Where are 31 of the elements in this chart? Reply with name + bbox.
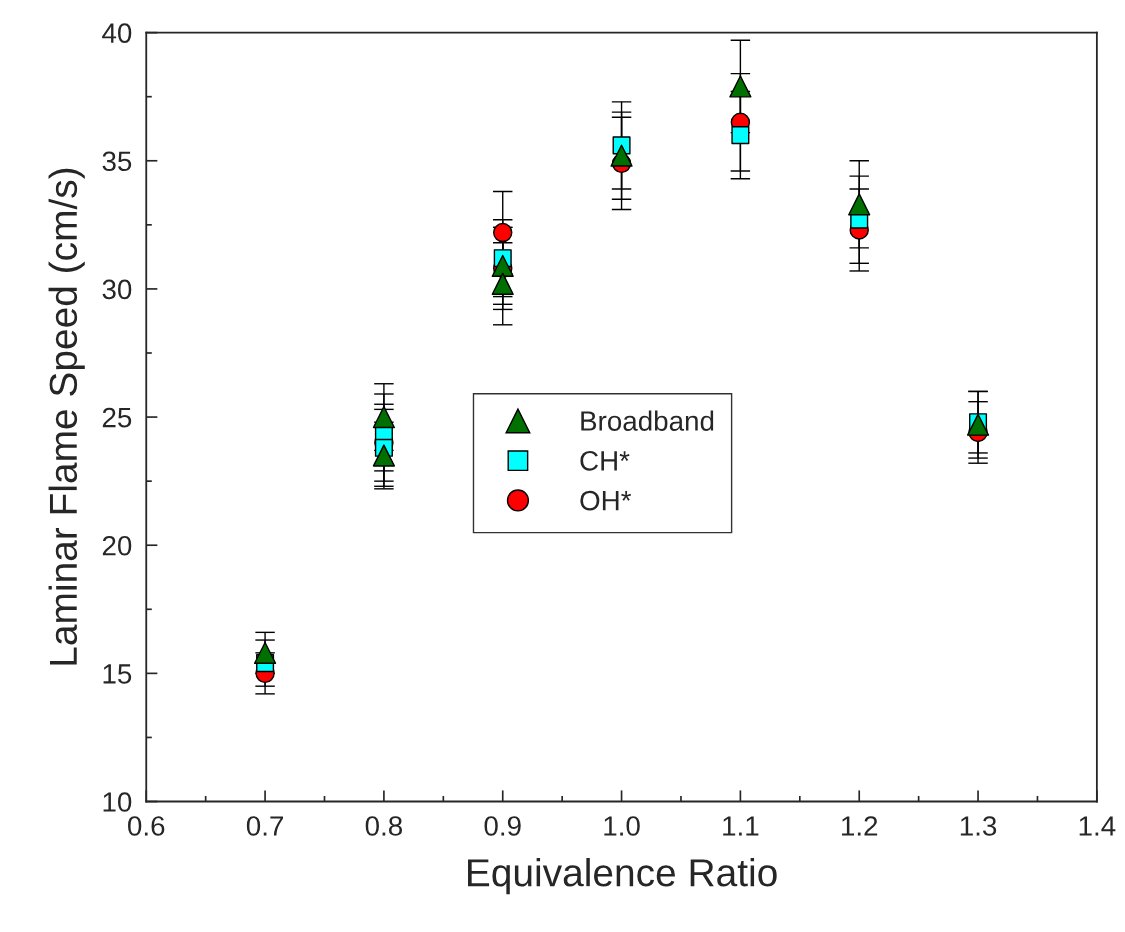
point — [491, 254, 514, 277]
y-tick-label: 40 — [102, 23, 132, 43]
point — [372, 444, 396, 467]
point — [729, 75, 752, 98]
legend-label: Broadband — [581, 410, 714, 431]
y-tick-label: 25 — [102, 407, 132, 428]
point — [493, 222, 513, 243]
y-tick-label: 35 — [102, 151, 132, 172]
point — [610, 144, 633, 167]
legend-label: OH* — [580, 490, 632, 511]
point — [491, 272, 514, 295]
x-tick-label: 0.8 — [365, 816, 403, 836]
y-tick-label: 10 — [103, 792, 132, 812]
point — [848, 193, 871, 216]
x-tick-label: 1.2 — [842, 816, 878, 836]
y-tick-label: 20 — [102, 535, 132, 556]
x-tick-label: 0.7 — [246, 816, 283, 836]
y-axis-title: Laminar Flame Speed (cm/s) — [48, 168, 85, 665]
x-tick-label: 1.0 — [604, 816, 640, 836]
point — [372, 405, 396, 429]
point — [253, 641, 277, 664]
y-tick-label: 15 — [103, 664, 132, 684]
point — [731, 126, 750, 145]
x-tick-label: 0.9 — [484, 816, 521, 836]
x-tick-label: 1.4 — [1079, 816, 1116, 836]
x-tick-label: 0.6 — [128, 816, 165, 836]
y-tick-label: 30 — [102, 279, 132, 300]
legend-label: CH* — [580, 450, 630, 471]
x-tick-label: 1.1 — [723, 816, 759, 836]
x-axis-title: Equivalence Ratio — [468, 857, 777, 895]
x-tick-label: 1.3 — [960, 816, 997, 836]
